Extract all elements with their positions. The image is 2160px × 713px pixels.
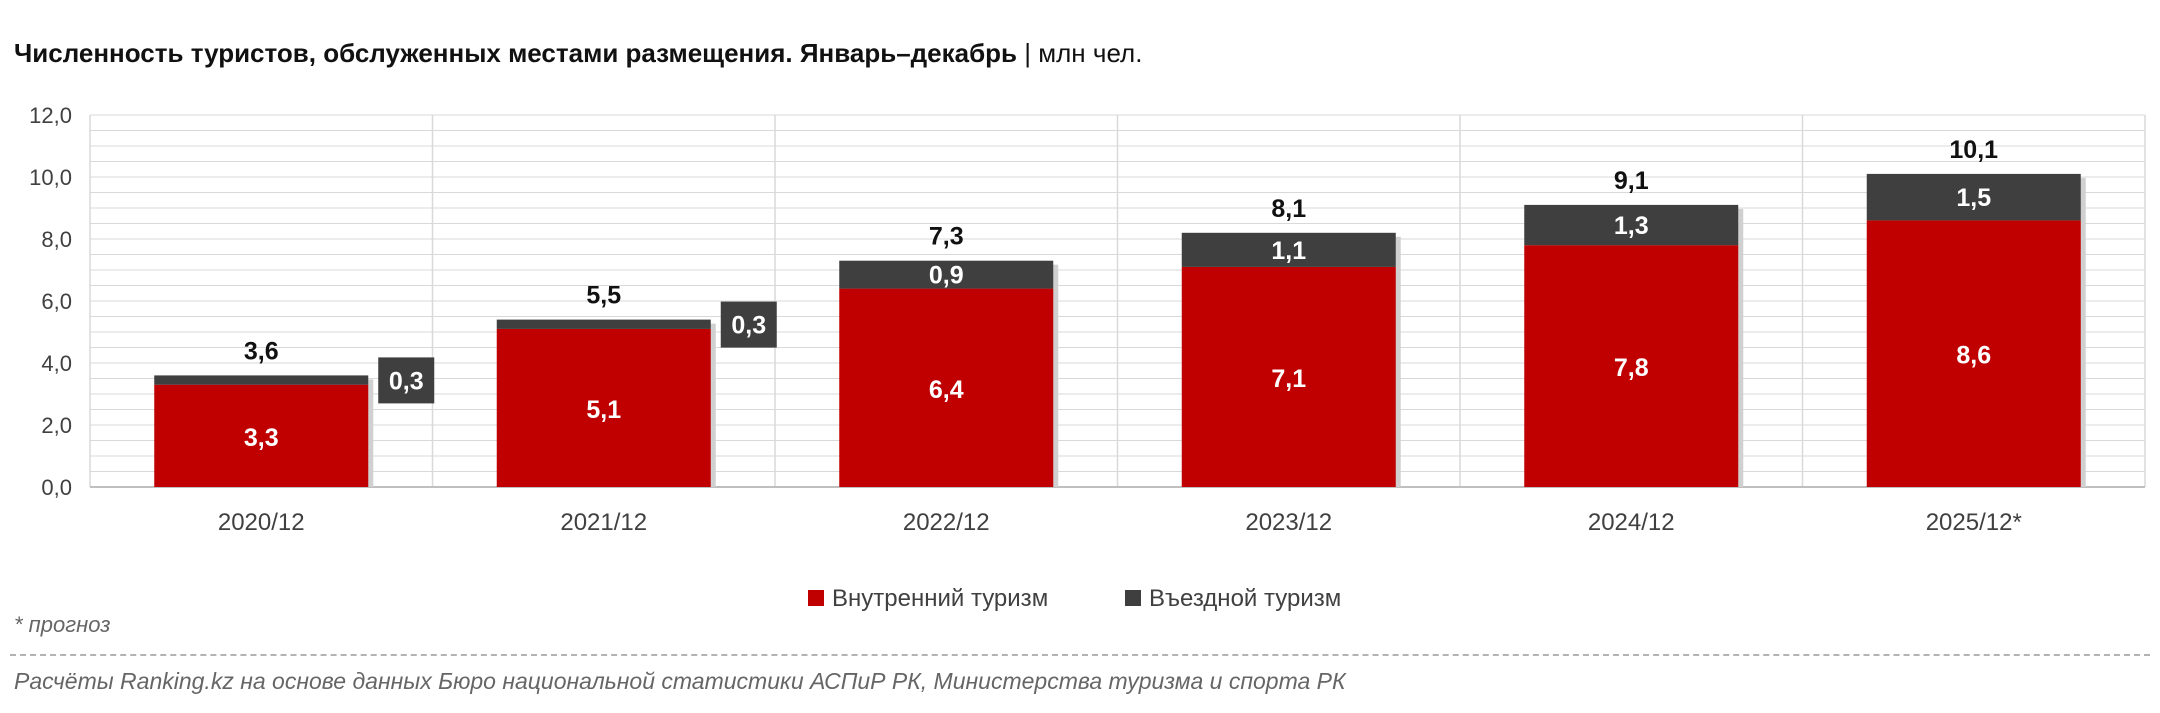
legend-swatch [808, 590, 824, 606]
label-inbound: 1,1 [1271, 237, 1306, 265]
y-tick-label: 10,0 [29, 165, 72, 190]
label-inbound: 0,3 [731, 312, 766, 340]
bar-domestic [154, 384, 369, 487]
label-total: 9,1 [1614, 167, 1649, 195]
label-inbound-box [378, 357, 435, 404]
footer-separator [10, 654, 2150, 656]
label-domestic: 3,3 [244, 424, 279, 452]
label-inbound: 1,5 [1956, 184, 1991, 212]
x-tick-label: 2025/12* [1926, 509, 2022, 536]
y-tick-label: 12,0 [29, 103, 72, 128]
x-tick-label: 2020/12 [218, 509, 305, 536]
label-total: 7,3 [929, 223, 964, 251]
bar-inbound [1181, 232, 1396, 267]
bar-inbound [154, 375, 369, 385]
y-tick-label: 0,0 [41, 475, 72, 500]
source-note: Расчёты Ranking.kz на основе данных Бюро… [14, 668, 1346, 694]
label-inbound: 0,9 [929, 262, 964, 290]
bar-domestic [1181, 266, 1396, 487]
label-total: 8,1 [1271, 195, 1306, 223]
label-domestic: 8,6 [1956, 342, 1991, 370]
y-tick-label: 8,0 [41, 227, 72, 252]
x-tick-label: 2021/12 [560, 509, 647, 536]
forecast-note: * прогноз [14, 612, 111, 637]
label-total: 10,1 [1949, 136, 1998, 164]
legend-label: Внутренний туризм [832, 585, 1048, 612]
x-tick-label: 2022/12 [903, 509, 990, 536]
bar-inbound [1866, 173, 2081, 221]
chart-unit: млн чел. [1038, 38, 1143, 68]
label-total: 3,6 [244, 337, 279, 365]
bar-domestic [1524, 245, 1739, 487]
y-tick-label: 2,0 [41, 413, 72, 438]
label-inbound: 0,3 [389, 367, 424, 395]
bar-inbound [1524, 204, 1739, 246]
label-inbound: 1,3 [1614, 212, 1649, 240]
bar-domestic [1866, 220, 2081, 487]
bar-inbound [839, 260, 1054, 289]
label-inbound-box [720, 301, 777, 348]
legend-swatch [1125, 590, 1141, 606]
x-tick-label: 2024/12 [1588, 509, 1675, 536]
title-separator: | [1024, 38, 1032, 68]
x-tick-label: 2023/12 [1245, 509, 1332, 536]
label-domestic: 7,1 [1271, 365, 1306, 393]
bar-domestic [839, 288, 1054, 487]
chart-title: Численность туристов, обслуженных местам… [14, 38, 1018, 68]
legend-label: Въездной туризм [1149, 585, 1341, 612]
label-domestic: 6,4 [929, 376, 964, 404]
y-tick-label: 4,0 [41, 351, 72, 376]
label-total: 5,5 [586, 282, 621, 310]
bar-inbound [496, 319, 711, 329]
bar-domestic [496, 328, 711, 487]
chart-title-row: Численность туристов, обслуженных местам… [14, 38, 1142, 69]
label-domestic: 7,8 [1614, 354, 1649, 382]
y-tick-label: 6,0 [41, 289, 72, 314]
label-domestic: 5,1 [586, 396, 621, 424]
